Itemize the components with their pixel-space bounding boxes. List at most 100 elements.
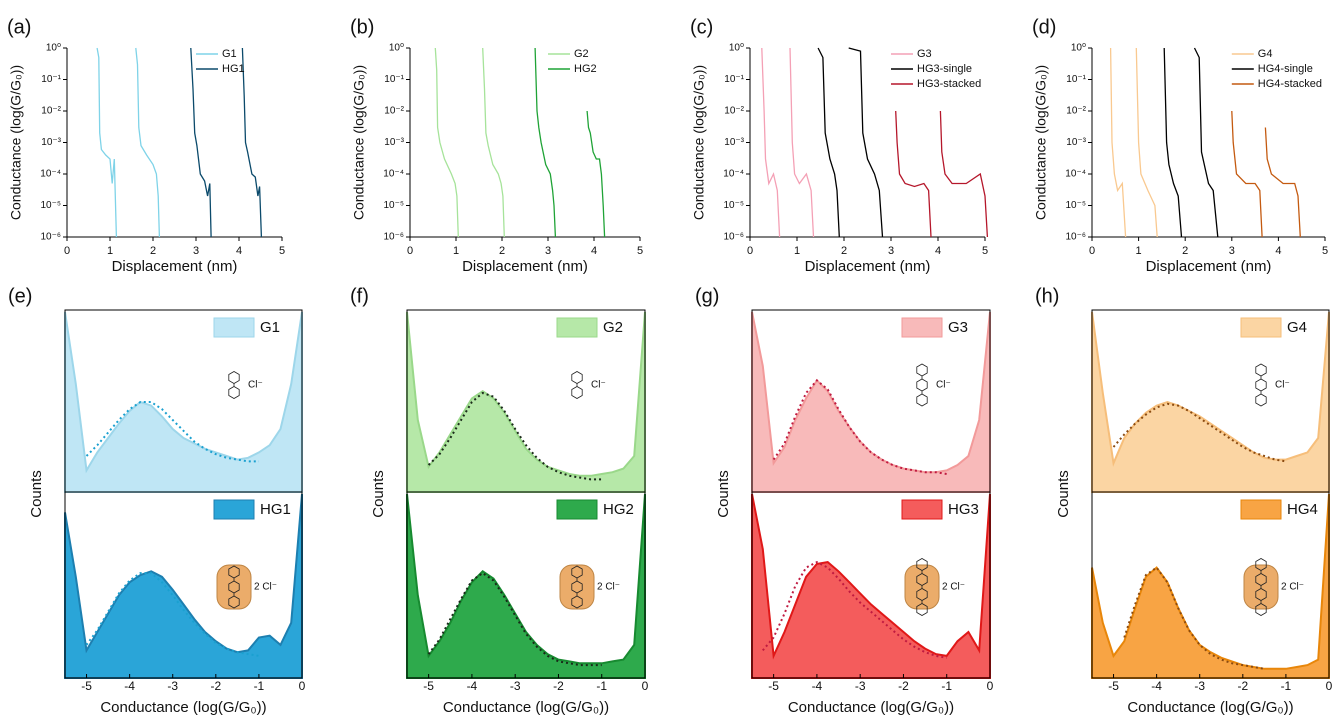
molecule-ring <box>571 386 583 399</box>
x-axis-label: Displacement (nm) <box>805 258 931 275</box>
axes-frame <box>1091 309 1330 679</box>
histogram-area <box>751 493 991 679</box>
molecule-ring <box>1255 378 1267 392</box>
x-tick-label: -5 <box>1108 679 1119 693</box>
x-tick-label: 0 <box>642 679 649 693</box>
legend-label: HG3 <box>948 501 979 518</box>
x-tick-label: 4 <box>935 245 941 257</box>
y-tick-label: 10⁻⁵ <box>383 200 404 211</box>
legend-label: HG3-single <box>917 63 972 75</box>
molecule-ring <box>228 386 240 399</box>
x-tick-label: -4 <box>1151 679 1162 693</box>
molecule-ring <box>916 363 928 377</box>
trace <box>1231 110 1301 238</box>
y-tick-label: 10⁻⁴ <box>723 169 744 180</box>
x-tick-label: 1 <box>453 245 459 257</box>
x-tick-label: 1 <box>794 245 800 257</box>
molecule-ring <box>571 595 583 609</box>
trace <box>1163 47 1219 238</box>
legend-label: HG3-stacked <box>917 78 981 90</box>
y-tick-label: 10⁻⁶ <box>383 232 404 243</box>
x-tick-label: -5 <box>768 679 779 693</box>
y-tick-label: 10⁰ <box>46 43 61 54</box>
y-tick-label: 10⁰ <box>389 43 404 54</box>
trace <box>434 47 505 238</box>
host-macrocycle <box>216 564 252 610</box>
x-axis-label: Displacement (nm) <box>112 258 238 275</box>
x-tick-label: 5 <box>982 245 988 257</box>
x-tick-label: 1 <box>107 245 113 257</box>
x-axis-label: Conductance (log(G/G₀)) <box>788 699 954 716</box>
histogram-area <box>406 311 646 493</box>
molecule-ring <box>916 378 928 392</box>
legend-label: G4 <box>1287 319 1307 336</box>
y-axis-label: Conductance (log(G/G₀)) <box>8 65 24 220</box>
legend-label: G1 <box>222 48 237 60</box>
legend-label: HG2 <box>603 501 634 518</box>
y-tick-label: 10⁻¹ <box>724 74 744 85</box>
x-tick-label: 5 <box>279 245 285 257</box>
y-tick-label: 10⁻⁴ <box>1065 169 1086 180</box>
x-tick-label: -4 <box>467 679 478 693</box>
x-tick-label: 2 <box>841 245 847 257</box>
x-tick-label: 5 <box>1322 245 1328 257</box>
panel-label: (b) <box>350 16 374 38</box>
y-axis-label: Conductance (log(G/G₀)) <box>351 65 367 220</box>
trace <box>1109 47 1158 238</box>
x-tick-label: 0 <box>1326 679 1333 693</box>
legend-swatch <box>213 499 255 520</box>
trace <box>96 47 161 238</box>
molecule-ring <box>1255 363 1267 377</box>
y-tick-label: 10⁻¹ <box>1066 74 1086 85</box>
x-tick-label: 2 <box>150 245 156 257</box>
x-tick-label: 0 <box>1089 245 1095 257</box>
legend-swatch <box>901 499 943 520</box>
legend-label: HG4 <box>1287 501 1318 518</box>
y-tick-label: 10⁻⁴ <box>383 169 404 180</box>
fit-curve <box>427 391 602 481</box>
counterion-label: 2 Cl⁻ <box>1281 582 1304 593</box>
legend-swatch <box>556 499 598 520</box>
legend-label: HG4-single <box>1258 63 1313 75</box>
x-axis-label: Conductance (log(G/G₀)) <box>100 699 266 716</box>
y-tick-label: 10⁻⁶ <box>40 232 61 243</box>
counterion-label: Cl⁻ <box>1275 380 1290 391</box>
y-axis-label: Conductance (log(G/G₀)) <box>691 65 707 220</box>
x-tick-label: -2 <box>210 679 221 693</box>
y-axis-label: Conductance (log(G/G₀)) <box>1033 65 1049 220</box>
legend-label: HG1 <box>260 501 291 518</box>
y-tick-label: 10⁻² <box>724 106 744 117</box>
y-tick-label: 10⁻⁵ <box>723 200 744 211</box>
molecule-ring <box>1255 603 1267 616</box>
x-tick-label: -5 <box>423 679 434 693</box>
panel-label: (g) <box>695 285 719 307</box>
legend-swatch <box>213 317 255 338</box>
x-tick-label: 4 <box>591 245 597 257</box>
panel-label: (d) <box>1032 16 1056 38</box>
panel-label: (f) <box>350 285 369 307</box>
counterion-label: Cl⁻ <box>591 380 606 391</box>
fit-curve <box>85 401 259 463</box>
counterion-label: 2 Cl⁻ <box>942 582 965 593</box>
fit-curve <box>1112 402 1287 463</box>
y-tick-label: 10⁻² <box>384 106 404 117</box>
x-tick-label: -4 <box>124 679 135 693</box>
x-tick-label: 4 <box>236 245 242 257</box>
x-tick-label: -1 <box>596 679 607 693</box>
y-tick-label: 10⁻¹ <box>41 74 61 85</box>
axes-frame <box>751 309 991 679</box>
legend-label: G1 <box>260 319 280 336</box>
y-axis-label: Counts <box>1055 470 1072 518</box>
y-tick-label: 10⁻² <box>41 106 61 117</box>
trace <box>895 110 989 238</box>
x-tick-label: 5 <box>637 245 643 257</box>
x-tick-label: 0 <box>299 679 306 693</box>
x-tick-label: 2 <box>499 245 505 257</box>
legend-label: G3 <box>917 48 932 60</box>
x-tick-label: 3 <box>193 245 199 257</box>
trace <box>817 47 884 238</box>
x-tick-label: -3 <box>855 679 866 693</box>
y-tick-label: 10⁻³ <box>41 137 61 148</box>
x-tick-label: -2 <box>553 679 564 693</box>
x-axis-label: Conductance (log(G/G₀)) <box>443 699 609 716</box>
